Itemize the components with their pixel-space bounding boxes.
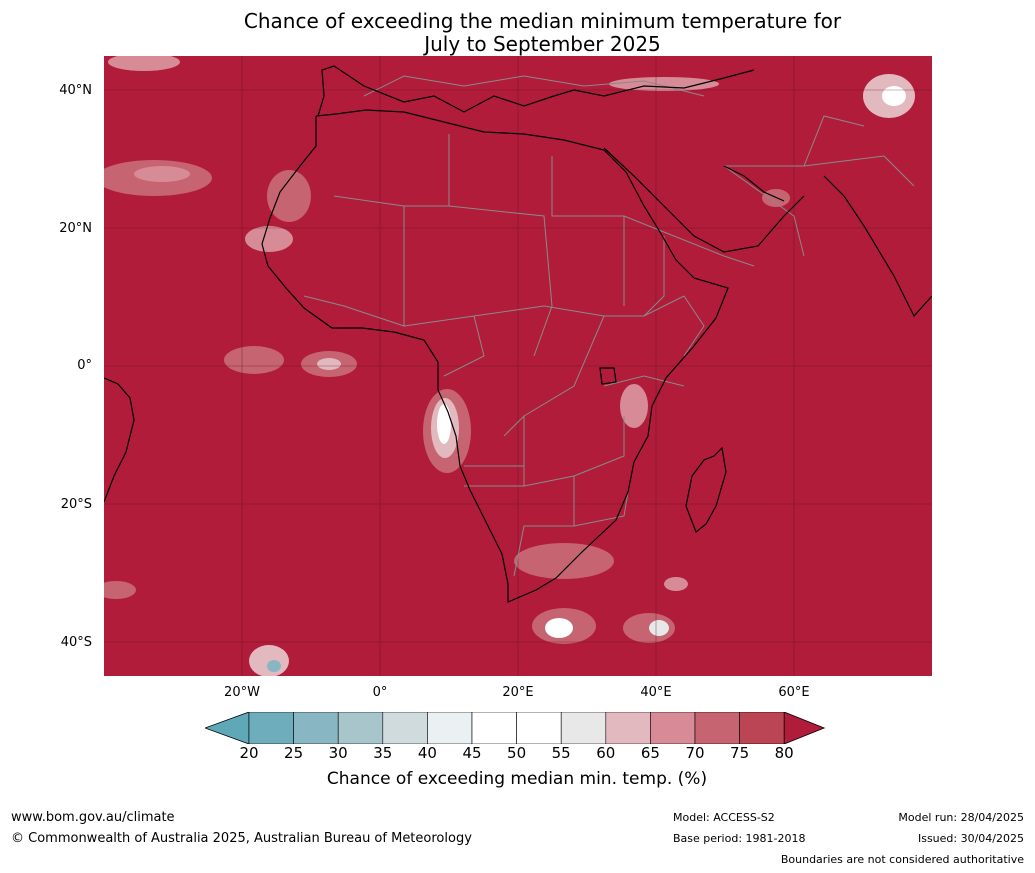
coast-india xyxy=(823,175,932,318)
colorbar-segment xyxy=(650,712,696,744)
coast-arabia-gulf xyxy=(723,165,785,202)
colorbar-segment xyxy=(382,712,428,744)
patch-north-atlantic-inner xyxy=(134,166,190,182)
lon-label-20w: 20°W xyxy=(224,685,260,700)
lat-label-20n: 20°N xyxy=(59,221,92,236)
colorbar-segment xyxy=(293,712,339,744)
map-title-line2: July to September 2025 xyxy=(424,32,661,56)
patch-east-africa xyxy=(620,384,648,428)
colorbar-tick-label: 45 xyxy=(462,744,482,762)
lon-label-40e: 40°E xyxy=(640,685,672,700)
colorbar-tick-label: 75 xyxy=(730,744,750,762)
patch-south-ocean-2-inner xyxy=(649,620,669,636)
colorbar-tick-label: 20 xyxy=(239,744,259,762)
map-title-line1: Chance of exceeding the median minimum t… xyxy=(243,9,842,33)
colorbar-tick-label: 65 xyxy=(640,744,660,762)
patch-central-asia-inner xyxy=(882,86,906,106)
colorbar-segment xyxy=(560,712,607,744)
patch-south-ocean-3 xyxy=(664,577,688,591)
lat-label-40s: 40°S xyxy=(60,635,92,650)
footer-base-period: Base period: 1981-2018 xyxy=(673,832,806,845)
footer-disclaimer: Boundaries are not considered authoritat… xyxy=(780,853,1024,866)
colorbar-segment xyxy=(516,712,562,744)
coast-madagascar xyxy=(685,446,727,533)
colorbar xyxy=(205,712,826,744)
colorbar-tick-label: 55 xyxy=(551,744,571,762)
coast-arabia xyxy=(603,147,805,253)
patch-bottom-left xyxy=(249,645,289,676)
lat-label-40n: 40°N xyxy=(59,83,92,98)
colorbar-segment xyxy=(248,712,294,744)
footer-model-run: Model run: 28/04/2025 xyxy=(898,811,1024,824)
colorbar-segment xyxy=(427,712,473,744)
footer-copyright: © Commonwealth of Australia 2025, Austra… xyxy=(11,831,472,846)
footer-issued: Issued: 30/04/2025 xyxy=(917,832,1024,845)
coastlines xyxy=(104,65,932,603)
colorbar-segment xyxy=(471,712,517,744)
coast-south-america xyxy=(104,377,135,503)
lon-label-0: 0° xyxy=(372,685,388,700)
probability-map xyxy=(104,56,932,676)
colorbar-tick-label: 30 xyxy=(328,744,348,762)
colorbar-extend-low xyxy=(205,712,250,744)
patch-south-ocean-1-inner xyxy=(545,618,573,638)
lon-label-20e: 20°E xyxy=(502,685,534,700)
lat-label-20s: 20°S xyxy=(60,497,92,512)
patch-southern-africa xyxy=(514,543,614,579)
footer-url: www.bom.gov.au/climate xyxy=(11,810,175,825)
patch-angola-inner xyxy=(437,404,451,444)
patch-top-left xyxy=(108,56,180,71)
coast-lake-victoria xyxy=(599,367,617,385)
map-canvas xyxy=(104,56,932,676)
colorbar-tick-label: 35 xyxy=(373,744,393,762)
coast-europe xyxy=(317,65,755,117)
patch-bottom-left-inner xyxy=(267,660,281,672)
colorbar-segment xyxy=(694,712,740,744)
colorbar-tick-label: 60 xyxy=(596,744,616,762)
graticule xyxy=(104,56,932,676)
colorbar-segment xyxy=(605,712,651,744)
patch-west-africa xyxy=(267,170,311,222)
probability-patches xyxy=(104,56,915,676)
patch-turkey xyxy=(609,77,719,91)
patch-senegal xyxy=(245,226,293,252)
patch-gulf-guinea-w xyxy=(224,346,284,374)
colorbar-tick-label: 50 xyxy=(507,744,527,762)
lat-label-0: 0° xyxy=(77,358,92,373)
country-borders xyxy=(303,75,915,577)
colorbar-segment xyxy=(739,712,785,744)
colorbar-extend-high xyxy=(783,712,826,744)
colorbar-tick-label: 40 xyxy=(417,744,437,762)
footer-model: Model: ACCESS-S2 xyxy=(673,811,775,824)
lon-label-60e: 60°E xyxy=(778,685,810,700)
colorbar-label: Chance of exceeding median min. temp. (%… xyxy=(326,769,708,789)
patch-south-atlantic-w xyxy=(104,581,136,599)
patch-gulf-guinea-e-inner xyxy=(317,358,341,370)
colorbar-tick-label: 80 xyxy=(774,744,794,762)
coast-africa xyxy=(261,109,729,603)
colorbar-tick-label: 70 xyxy=(685,744,705,762)
colorbar-segment xyxy=(337,712,384,744)
colorbar-tick-label: 25 xyxy=(284,744,304,762)
